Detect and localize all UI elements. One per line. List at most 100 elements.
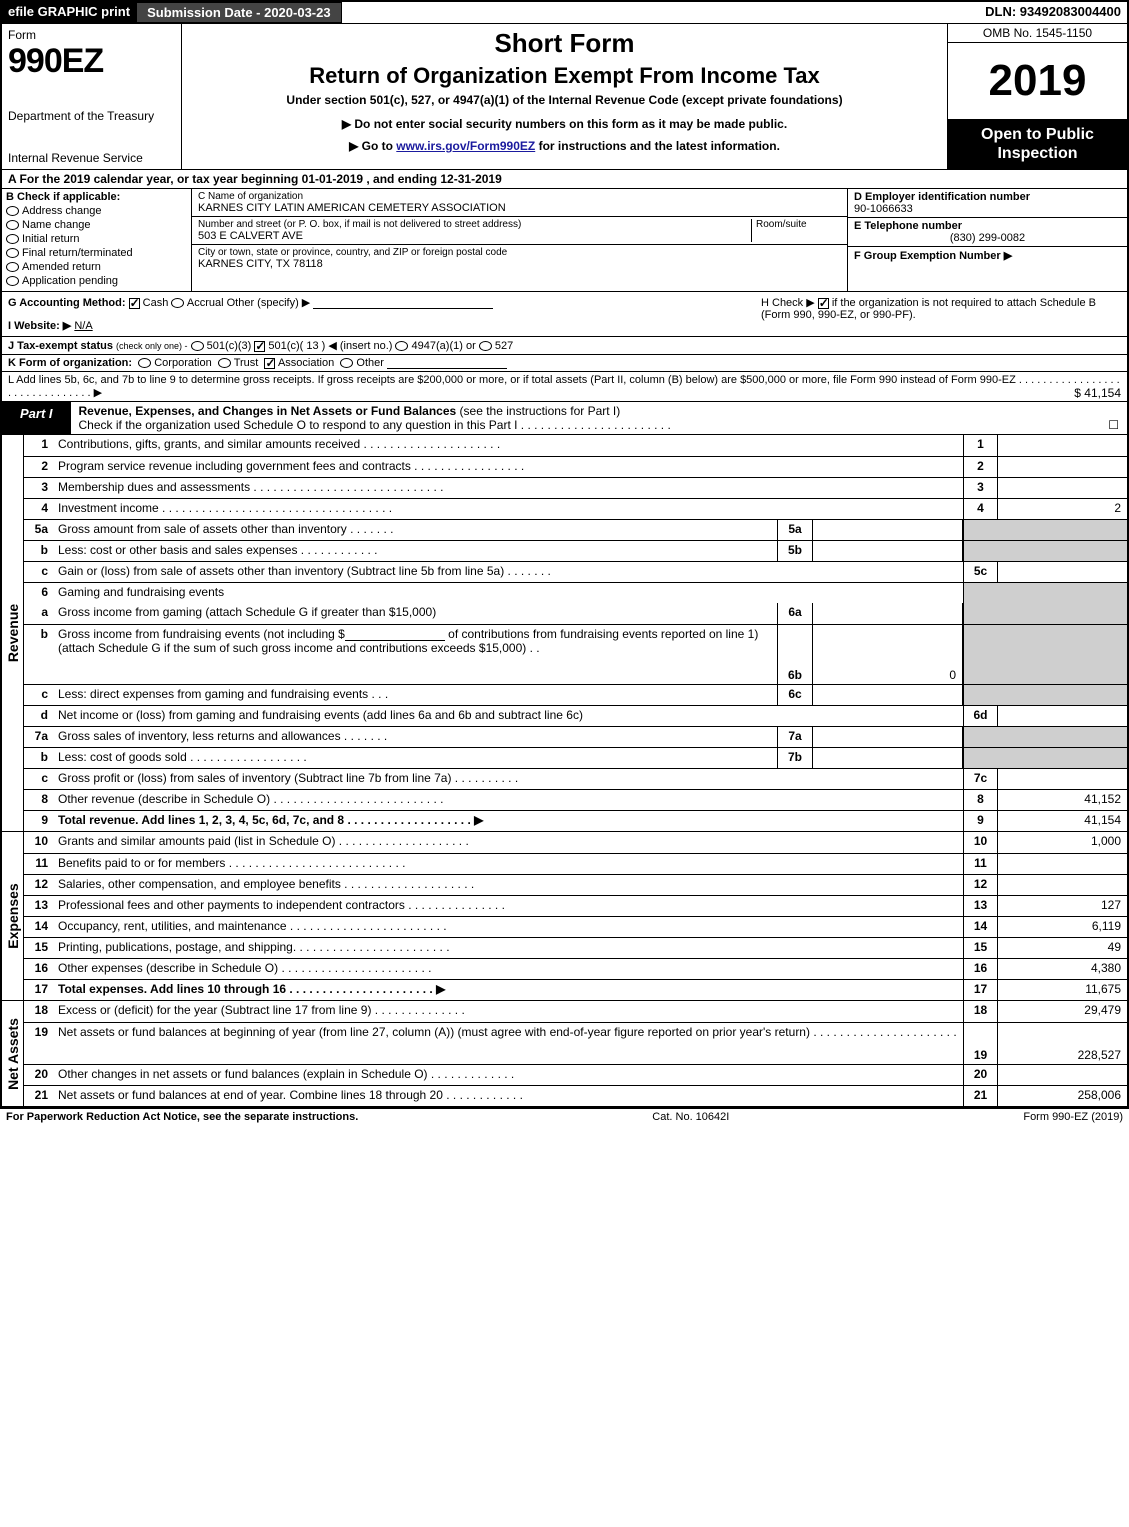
line-2: 2 Program service revenue including gove… (24, 456, 1127, 477)
omb-number: OMB No. 1545-1150 (948, 24, 1127, 43)
line-6d: d Net income or (loss) from gaming and f… (24, 705, 1127, 726)
instructions-link[interactable]: www.irs.gov/Form990EZ (396, 139, 535, 153)
end-grey (963, 685, 1127, 705)
chk-name-change[interactable]: Name change (6, 219, 187, 231)
cat-no: Cat. No. 10642I (358, 1111, 1023, 1123)
box-f-group: F Group Exemption Number ▶ (848, 247, 1127, 291)
part-i-tab: Part I (2, 402, 71, 434)
box-val (997, 769, 1127, 789)
line-4: 4 Investment income . . . . . . . . . . … (24, 498, 1127, 519)
other-org-blank[interactable] (387, 368, 507, 369)
form-ref: Form 990-EZ (2019) (1023, 1111, 1123, 1123)
chk-trust[interactable] (218, 358, 231, 368)
line-label: Gain or (loss) from sale of assets other… (54, 562, 963, 582)
line-num: 9 (24, 811, 54, 831)
net-assets-section: Net Assets 18 Excess or (deficit) for th… (2, 1001, 1127, 1107)
box-val (997, 435, 1127, 456)
ein-label: D Employer identification number (854, 191, 1121, 203)
line-num: 20 (24, 1065, 54, 1085)
form-word: Form (8, 28, 175, 42)
line-20: 20 Other changes in net assets or fund b… (24, 1064, 1127, 1085)
box-val (997, 478, 1127, 498)
subtitle-under-section: Under section 501(c), 527, or 4947(a)(1)… (192, 93, 937, 107)
dln-number: DLN: 93492083004400 (979, 2, 1127, 23)
part-i-header: Part I Revenue, Expenses, and Changes in… (2, 402, 1127, 435)
lbl-501c: 501(c)( 13 ) ◀ (insert no.) (268, 340, 392, 352)
box-num: 15 (963, 938, 997, 958)
box-val: 41,152 (997, 790, 1127, 810)
line-18: 18 Excess or (deficit) for the year (Sub… (24, 1001, 1127, 1022)
city-value: KARNES CITY, TX 78118 (198, 258, 841, 270)
revenue-vlabel: Revenue (2, 435, 24, 831)
line-label: Gross income from gaming (attach Schedul… (54, 603, 777, 624)
k-label: K Form of organization: (8, 357, 132, 369)
j-label: J Tax-exempt status (8, 340, 113, 352)
top-bar: efile GRAPHIC print Submission Date - 20… (2, 2, 1127, 24)
chk-schedule-b-not-required[interactable] (818, 298, 829, 309)
line-num: b (24, 748, 54, 768)
chk-4947[interactable] (395, 341, 408, 351)
l-amount: $ 41,154 (1074, 386, 1121, 400)
end-grey (963, 541, 1127, 561)
chk-initial-return[interactable]: Initial return (6, 233, 187, 245)
midbox-num: 5b (777, 541, 813, 561)
lbl-trust: Trust (234, 357, 259, 369)
box-val (997, 854, 1127, 874)
revenue-section: Revenue 1 Contributions, gifts, grants, … (2, 435, 1127, 832)
net-assets-lines: 18 Excess or (deficit) for the year (Sub… (24, 1001, 1127, 1106)
line-14: 14 Occupancy, rent, utilities, and maint… (24, 916, 1127, 937)
efile-print-label[interactable]: efile GRAPHIC print (2, 2, 136, 23)
line-label: Net assets or fund balances at end of ye… (54, 1086, 963, 1106)
midbox-num: 6a (777, 603, 813, 624)
chk-corporation[interactable] (138, 358, 151, 368)
line-num: 5a (24, 520, 54, 540)
box-num: 7c (963, 769, 997, 789)
line-label: Less: cost of goods sold . . . . . . . .… (54, 748, 777, 768)
chk-other-org[interactable] (340, 358, 353, 368)
part-i-checkbox[interactable]: ☐ (1108, 418, 1119, 432)
box-val: 228,527 (997, 1023, 1127, 1064)
part-i-check-line: Check if the organization used Schedule … (79, 418, 671, 432)
line-num: 13 (24, 896, 54, 916)
box-num: 5c (963, 562, 997, 582)
line-num: 12 (24, 875, 54, 895)
other-specify-blank[interactable] (313, 308, 493, 309)
expenses-lines: 10 Grants and similar amounts paid (list… (24, 832, 1127, 1000)
line-21: 21 Net assets or fund balances at end of… (24, 1085, 1127, 1106)
box-val: 258,006 (997, 1086, 1127, 1106)
line-6: 6 Gaming and fundraising events (24, 582, 1127, 603)
line-num: 15 (24, 938, 54, 958)
chk-501c3[interactable] (191, 341, 204, 351)
box-b-checklist: B Check if applicable: Address change Na… (2, 189, 192, 291)
midbox-num: 7b (777, 748, 813, 768)
chk-527[interactable] (479, 341, 492, 351)
line-label: Investment income . . . . . . . . . . . … (54, 499, 963, 519)
box-num: 3 (963, 478, 997, 498)
phone-label: E Telephone number (854, 220, 1121, 232)
line-num: 3 (24, 478, 54, 498)
part-i-title-block: Revenue, Expenses, and Changes in Net As… (71, 402, 1127, 434)
city-label: City or town, state or province, country… (198, 247, 841, 258)
chk-amended-return[interactable]: Amended return (6, 261, 187, 273)
chk-final-return[interactable]: Final return/terminated (6, 247, 187, 259)
line-label: Total expenses. Add lines 10 through 16 … (54, 980, 963, 1000)
box-def: D Employer identification number 90-1066… (847, 189, 1127, 291)
chk-501c[interactable] (254, 341, 265, 352)
chk-accrual[interactable] (171, 298, 184, 308)
line-num: 1 (24, 435, 54, 456)
line-label: Other revenue (describe in Schedule O) .… (54, 790, 963, 810)
box-num: 13 (963, 896, 997, 916)
chk-address-change[interactable]: Address change (6, 205, 187, 217)
line-num: c (24, 685, 54, 705)
line-label: Excess or (deficit) for the year (Subtra… (54, 1001, 963, 1022)
lbl-527: 527 (495, 340, 513, 352)
chk-association[interactable] (264, 358, 275, 369)
revenue-lines: 1 Contributions, gifts, grants, and simi… (24, 435, 1127, 831)
line-label: Printing, publications, postage, and shi… (54, 938, 963, 958)
line-10: 10 Grants and similar amounts paid (list… (24, 832, 1127, 853)
line-num: 4 (24, 499, 54, 519)
chk-application-pending[interactable]: Application pending (6, 275, 187, 287)
chk-cash[interactable] (129, 298, 140, 309)
end-grey (963, 625, 1127, 684)
line-label: Contributions, gifts, grants, and simila… (54, 435, 963, 456)
